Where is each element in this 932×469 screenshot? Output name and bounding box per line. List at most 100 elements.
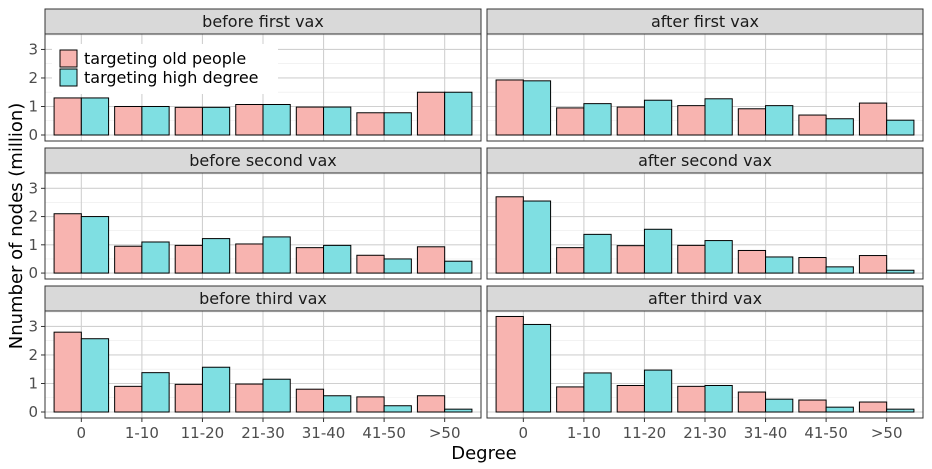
bar <box>323 395 352 413</box>
facet-strip-label: after first vax <box>651 12 759 31</box>
bar <box>174 383 203 413</box>
bar <box>583 233 612 274</box>
bar <box>556 247 585 274</box>
bar <box>201 366 231 413</box>
bar <box>262 236 291 274</box>
legend-background <box>52 44 278 94</box>
panel-5: before third vax 0 1 2 3 <box>28 285 482 421</box>
bar <box>765 256 794 274</box>
x-tick-label: 21-30 <box>241 424 285 442</box>
bar <box>235 243 264 274</box>
bar <box>201 238 231 274</box>
bar <box>765 105 794 136</box>
bar <box>583 372 612 413</box>
x-axis-title: Degree <box>451 443 517 464</box>
bar <box>416 246 446 274</box>
bar <box>323 106 352 136</box>
bar <box>295 247 325 274</box>
y-tick-label: 0 <box>28 264 38 282</box>
bar <box>858 102 888 136</box>
bar <box>356 112 385 136</box>
x-tick-label: 0 <box>519 424 529 442</box>
bar <box>416 395 446 413</box>
bar <box>886 119 915 136</box>
panel-3: before second vax 0 1 2 3 <box>28 147 482 282</box>
bar <box>858 401 888 413</box>
bar <box>737 391 767 413</box>
bar <box>295 388 325 413</box>
y-tick-label: 2 <box>28 69 38 87</box>
panels-layer: before first vax 0 1 2 3 after first vax befor… <box>28 8 924 421</box>
x-tick-label: 11-20 <box>623 424 667 442</box>
bar <box>53 213 82 274</box>
facet-strip-label: before first vax <box>202 12 324 31</box>
bar <box>704 384 733 413</box>
bar <box>495 79 524 136</box>
bar <box>677 244 706 274</box>
y-tick-label: 3 <box>28 179 38 197</box>
facet-strip <box>44 147 482 174</box>
y-tick-label: 0 <box>28 403 38 421</box>
legend-label: targeting old people <box>84 49 246 68</box>
bar <box>114 105 143 136</box>
bar <box>704 98 733 136</box>
y-tick-label: 3 <box>28 40 38 58</box>
bar <box>556 107 585 136</box>
bar <box>201 106 231 136</box>
bar <box>235 103 264 136</box>
bar <box>416 91 446 136</box>
bar <box>737 108 767 136</box>
bar <box>677 105 706 136</box>
bar <box>383 112 412 136</box>
bar <box>858 255 888 274</box>
bar <box>825 118 854 136</box>
x-tick-label: 0 <box>77 424 87 442</box>
bar <box>495 196 524 274</box>
facet-strip <box>486 285 924 312</box>
panel-4: after second vax <box>486 147 924 280</box>
x-tick-label: 41-50 <box>804 424 848 442</box>
bar <box>262 103 291 136</box>
facet-strip <box>44 8 482 35</box>
bar <box>383 405 412 413</box>
bar <box>53 97 82 136</box>
y-tick-label: 1 <box>28 236 38 254</box>
y-axis-title: Nnumber of nodes (million) <box>6 103 27 350</box>
x-tick-label: 31-40 <box>744 424 788 442</box>
bar <box>886 269 915 274</box>
bar <box>616 384 645 413</box>
bar <box>798 114 827 136</box>
bar <box>141 241 170 274</box>
bar <box>737 249 767 274</box>
bar <box>765 398 794 413</box>
x-tick-label: 31-40 <box>302 424 346 442</box>
x-tick-label: 41-50 <box>362 424 406 442</box>
y-tick-label: 1 <box>28 374 38 392</box>
bar <box>825 406 854 413</box>
facet-strip <box>44 285 482 312</box>
bar <box>174 244 203 274</box>
x-axis: 0 1-10 11-20 21-30 31-40 41-50 >50 0 1-10 11-20 21… <box>77 418 902 442</box>
bar <box>80 216 110 274</box>
bar <box>356 396 385 413</box>
panel-2: after first vax <box>486 8 924 142</box>
bar <box>141 372 170 413</box>
bar <box>616 106 645 136</box>
bar <box>80 97 110 136</box>
bar <box>174 106 203 136</box>
bar <box>356 254 385 274</box>
bar <box>495 315 524 413</box>
bar <box>643 228 673 274</box>
bar <box>444 408 473 413</box>
bar <box>80 338 110 413</box>
x-tick-label: 11-20 <box>181 424 225 442</box>
bar <box>235 383 264 413</box>
bar <box>444 260 473 274</box>
facet-strip-label: before second vax <box>189 151 336 170</box>
y-tick-label: 2 <box>28 208 38 226</box>
facet-strip-label: after second vax <box>638 151 772 170</box>
bar <box>444 91 473 136</box>
y-tick-label: 0 <box>28 126 38 144</box>
